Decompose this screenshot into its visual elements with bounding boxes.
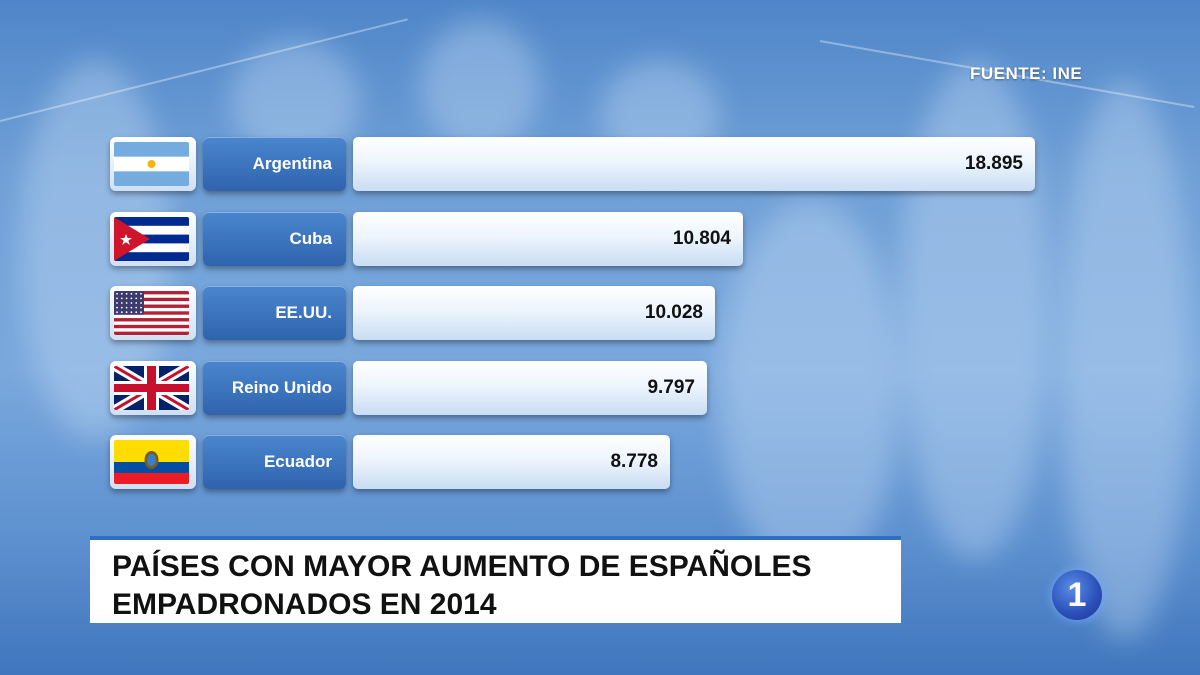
category-label: Reino Unido <box>203 361 346 415</box>
caption-line-1: PAÍSES CON MAYOR AUMENTO DE ESPAÑOLES <box>112 550 812 583</box>
bar: 8.778 <box>353 435 670 489</box>
background-figure <box>900 60 1050 560</box>
usa-flag-icon <box>110 286 196 340</box>
category-label: EE.UU. <box>203 286 346 340</box>
category-label: Argentina <box>203 137 346 191</box>
category-label: Ecuador <box>203 435 346 489</box>
source-label: FUENTE: INE <box>970 64 1083 83</box>
background-figure <box>1060 80 1190 640</box>
ecuador-flag-icon <box>110 435 196 489</box>
background-figure <box>720 200 900 580</box>
bar: 9.797 <box>353 361 707 415</box>
background-figure <box>420 20 540 150</box>
argentina-flag-icon <box>110 137 196 191</box>
cuba-flag-icon <box>110 212 196 266</box>
bar: 10.804 <box>353 212 743 266</box>
category-label: Cuba <box>203 212 346 266</box>
caption-line-2: EMPADRONADOS EN 2014 <box>112 588 497 621</box>
caption-band: PAÍSES CON MAYOR AUMENTO DE ESPAÑOLES EM… <box>90 536 901 623</box>
uk-flag-icon <box>110 361 196 415</box>
channel-logo: 1 <box>1052 570 1102 620</box>
bar: 18.895 <box>353 137 1035 191</box>
bar: 10.028 <box>353 286 715 340</box>
